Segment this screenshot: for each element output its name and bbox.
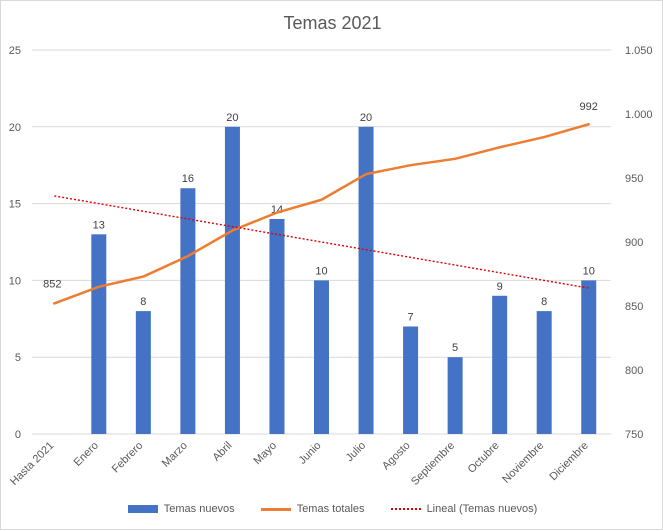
- legend-label: Temas totales: [296, 503, 365, 515]
- x-tick-label: Octubre: [466, 440, 502, 476]
- legend: Temas nuevos Temas totales Lineal (Temas…: [1, 503, 663, 515]
- bar: [269, 218, 285, 434]
- bar-data-label: 8: [140, 296, 146, 308]
- bar: [403, 326, 419, 434]
- bar: [91, 234, 107, 434]
- y-right-tick-label: 1.000: [625, 109, 653, 121]
- bar: [536, 311, 552, 434]
- y-left-tick-label: 10: [9, 275, 21, 287]
- legend-swatch-line: [260, 507, 291, 511]
- y-left-tick-label: 25: [9, 45, 21, 57]
- y-right-tick-label: 950: [625, 173, 643, 185]
- x-tick-label: Diciembre: [547, 440, 590, 483]
- bar-data-label: 20: [360, 112, 372, 124]
- bar: [358, 126, 374, 435]
- bar: [180, 188, 196, 434]
- x-tick-label: Junio: [297, 440, 324, 467]
- legend-item-temas-nuevos: Temas nuevos: [127, 503, 235, 515]
- legend-swatch-bar: [127, 505, 158, 513]
- legend-swatch-trendline: [390, 508, 421, 510]
- bar-data-label: 5: [452, 342, 458, 354]
- y-left-tick-label: 0: [15, 429, 21, 441]
- x-tick-label: Mayo: [252, 440, 280, 468]
- chart-title: Temas 2021: [283, 13, 382, 33]
- legend-item-temas-totales: Temas totales: [260, 503, 365, 515]
- y-right-tick-label: 900: [625, 237, 643, 249]
- y-right-tick-label: 750: [625, 429, 643, 441]
- legend-item-lineal: Lineal (Temas nuevos): [390, 503, 538, 515]
- bar-data-label: 16: [182, 173, 194, 185]
- bar: [492, 295, 508, 434]
- x-tick-label: Septiembre: [409, 440, 457, 488]
- bar: [135, 311, 151, 434]
- y-right-tick-label: 1.050: [625, 45, 653, 57]
- bar-data-label: 20: [226, 112, 238, 124]
- bar-data-label: 10: [583, 265, 595, 277]
- y-left-tick-label: 15: [9, 199, 21, 211]
- x-tick-label: Febrero: [110, 440, 146, 476]
- bar-data-label: 10: [315, 265, 327, 277]
- bar: [581, 280, 597, 434]
- x-tick-label: Noviembre: [500, 440, 546, 486]
- y-right-tick-label: 850: [625, 301, 643, 313]
- line-data-label-first: 852: [43, 278, 61, 290]
- bar-data-label: 7: [408, 311, 414, 323]
- bar: [314, 280, 329, 434]
- bar-data-label: 13: [93, 219, 105, 231]
- y-left-tick-label: 20: [9, 122, 21, 134]
- x-tick-label: Enero: [72, 440, 101, 469]
- line-data-label-last: 992: [580, 101, 598, 113]
- y-left-tick-label: 5: [15, 352, 21, 364]
- series-line-temas-totales: [53, 122, 590, 305]
- bar: [224, 126, 240, 435]
- y-right-tick-label: 800: [625, 365, 643, 377]
- x-tick-label: Abril: [210, 440, 234, 464]
- bar-data-label: 8: [541, 296, 547, 308]
- bar-data-label: 9: [497, 281, 503, 293]
- legend-label: Temas nuevos: [163, 503, 235, 515]
- x-tick-label: Julio: [344, 440, 368, 464]
- x-tick-label: Marzo: [160, 440, 190, 470]
- x-tick-label: Agosto: [380, 440, 413, 473]
- legend-label: Lineal (Temas nuevos): [426, 503, 538, 515]
- x-tick-label: Hasta 2021: [8, 440, 56, 488]
- bar: [447, 357, 463, 434]
